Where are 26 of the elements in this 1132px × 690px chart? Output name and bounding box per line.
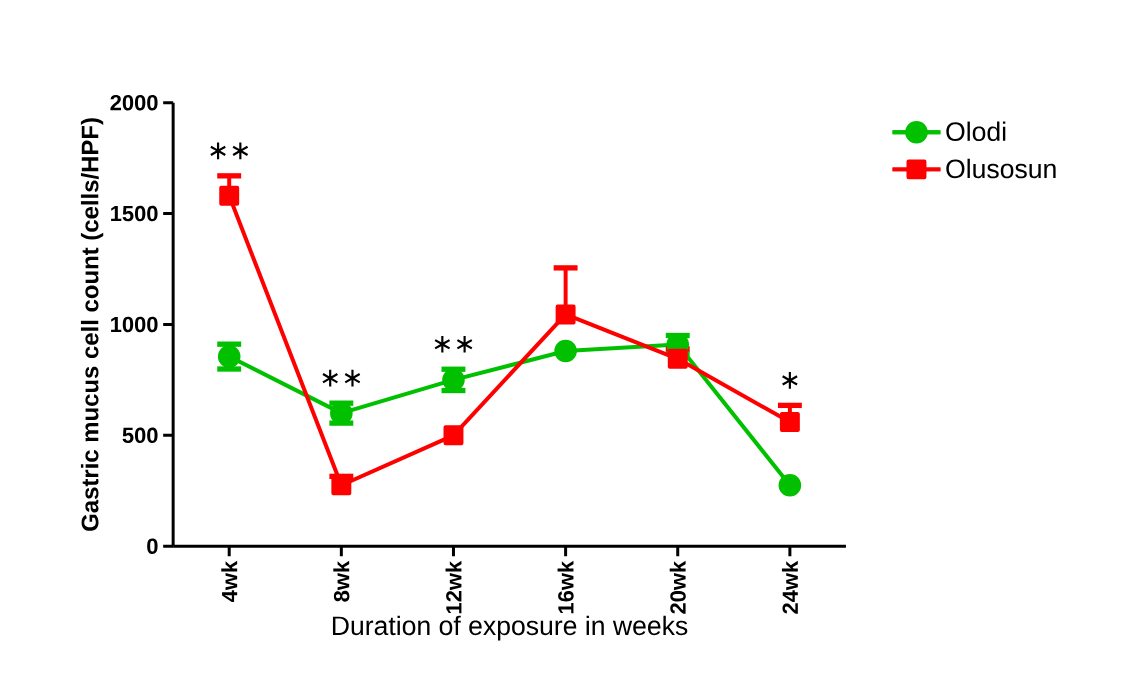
point [779,412,800,433]
point [443,425,464,446]
point [219,185,240,206]
annotation: ∗∗ [210,142,249,160]
x-axis-title: Duration of exposure in weeks [332,615,688,641]
annotation: ∗∗ [434,336,473,353]
x-tick-label: 20wk [669,560,686,614]
annotation: ∗∗ [322,369,361,387]
legend-label: Olusosun [946,158,1056,179]
annotation: ∗ [782,372,798,389]
x-tick-label: 24wk [781,560,798,614]
point [555,304,576,325]
point [667,348,688,369]
y-tick-label: 1500 [111,205,158,222]
y-tick-label: 1000 [111,316,158,333]
y-tick-label: 500 [122,427,158,444]
point [778,474,802,497]
y-tick-label: 0 [147,538,158,555]
y-tick-label: 2000 [110,95,158,111]
y-axis-title: Gastric mucus cell count (cells/HPF) [80,118,104,531]
point [554,339,577,363]
x-tick-label: 16wk [557,560,574,614]
legend-label: Olodi [946,121,1006,142]
x-tick-label: 4wk [221,560,238,603]
x-tick-label: 12wk [445,560,462,614]
x-tick-label: 8wk [333,560,350,602]
